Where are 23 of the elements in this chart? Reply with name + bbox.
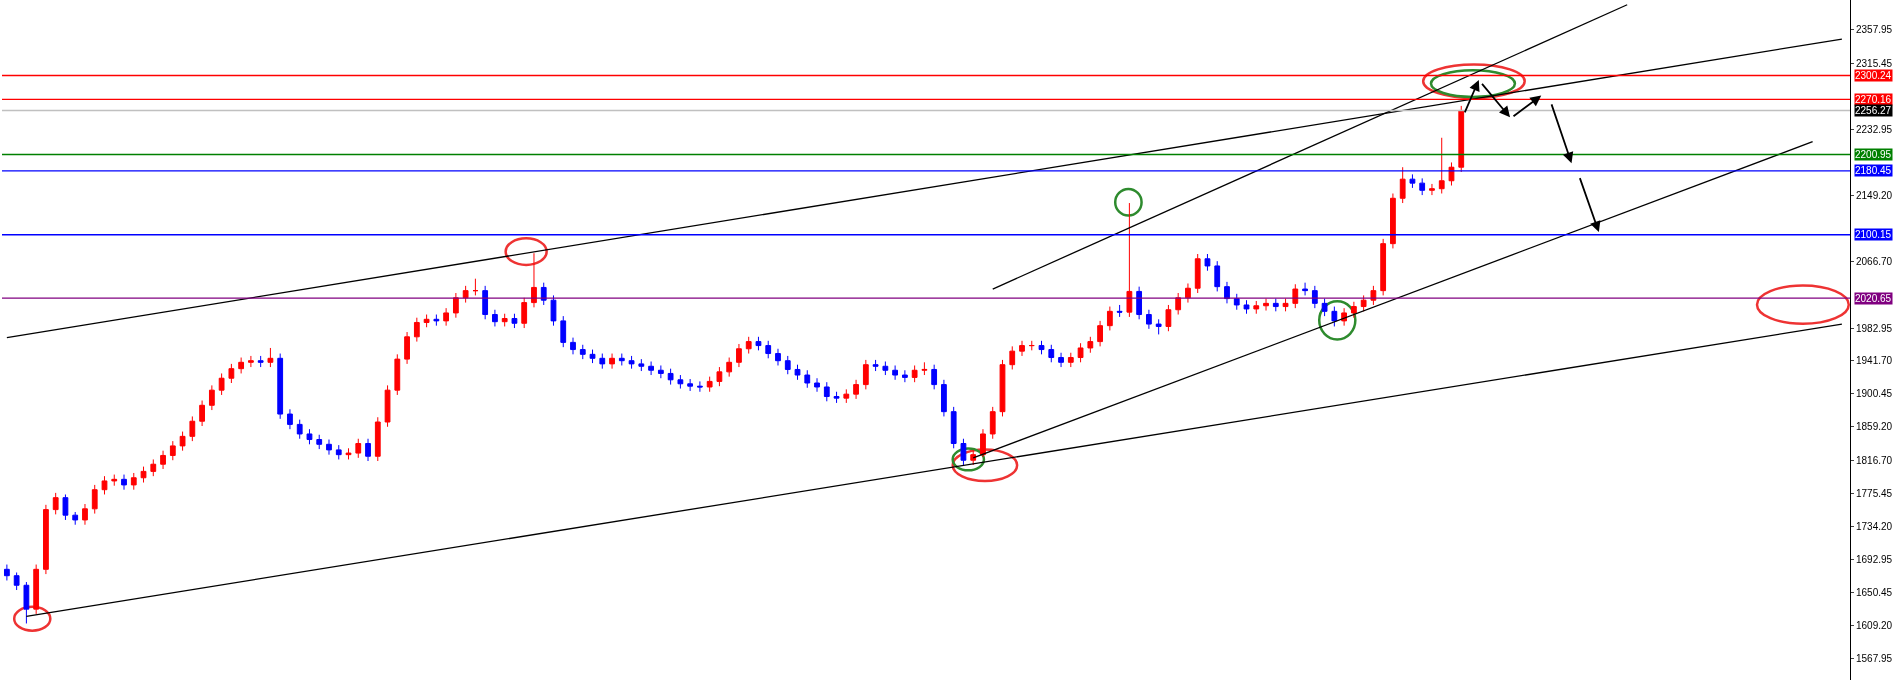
y-tick-label: 1650.45 [1856, 587, 1893, 599]
y-tick-label: 1900.45 [1856, 388, 1893, 400]
y-tick-label: 1859.20 [1856, 421, 1893, 433]
y-tick-label: 1567.95 [1856, 653, 1893, 665]
ref-line-label: 2270.16 [1855, 94, 1892, 105]
ref-line-label: 2020.65 [1855, 293, 1892, 304]
y-tick-label: 2149.20 [1856, 190, 1893, 202]
y-tick-label: 2232.95 [1856, 123, 1893, 135]
y-tick-label: 2315.45 [1856, 57, 1893, 69]
y-tick-label: 1982.95 [1856, 322, 1893, 334]
y-tick-label: 2066.70 [1856, 255, 1893, 267]
y-tick-label: 1692.95 [1856, 553, 1893, 565]
y-tick-label: 1734.20 [1856, 520, 1893, 532]
ref-line-label: 2200.95 [1855, 149, 1892, 160]
ref-line-label: 2300.24 [1855, 70, 1892, 81]
y-tick-label: 1775.45 [1856, 487, 1893, 499]
ref-line-label: 2180.45 [1855, 165, 1892, 176]
ref-line-label: 2256.27 [1855, 105, 1892, 116]
y-tick-label: 2357.95 [1856, 24, 1893, 35]
y-tick-label: 1816.70 [1856, 454, 1893, 466]
y-tick-label: 1941.70 [1856, 355, 1893, 367]
ref-line-label: 2100.15 [1855, 229, 1892, 240]
y-tick-label: 1609.20 [1856, 620, 1893, 632]
